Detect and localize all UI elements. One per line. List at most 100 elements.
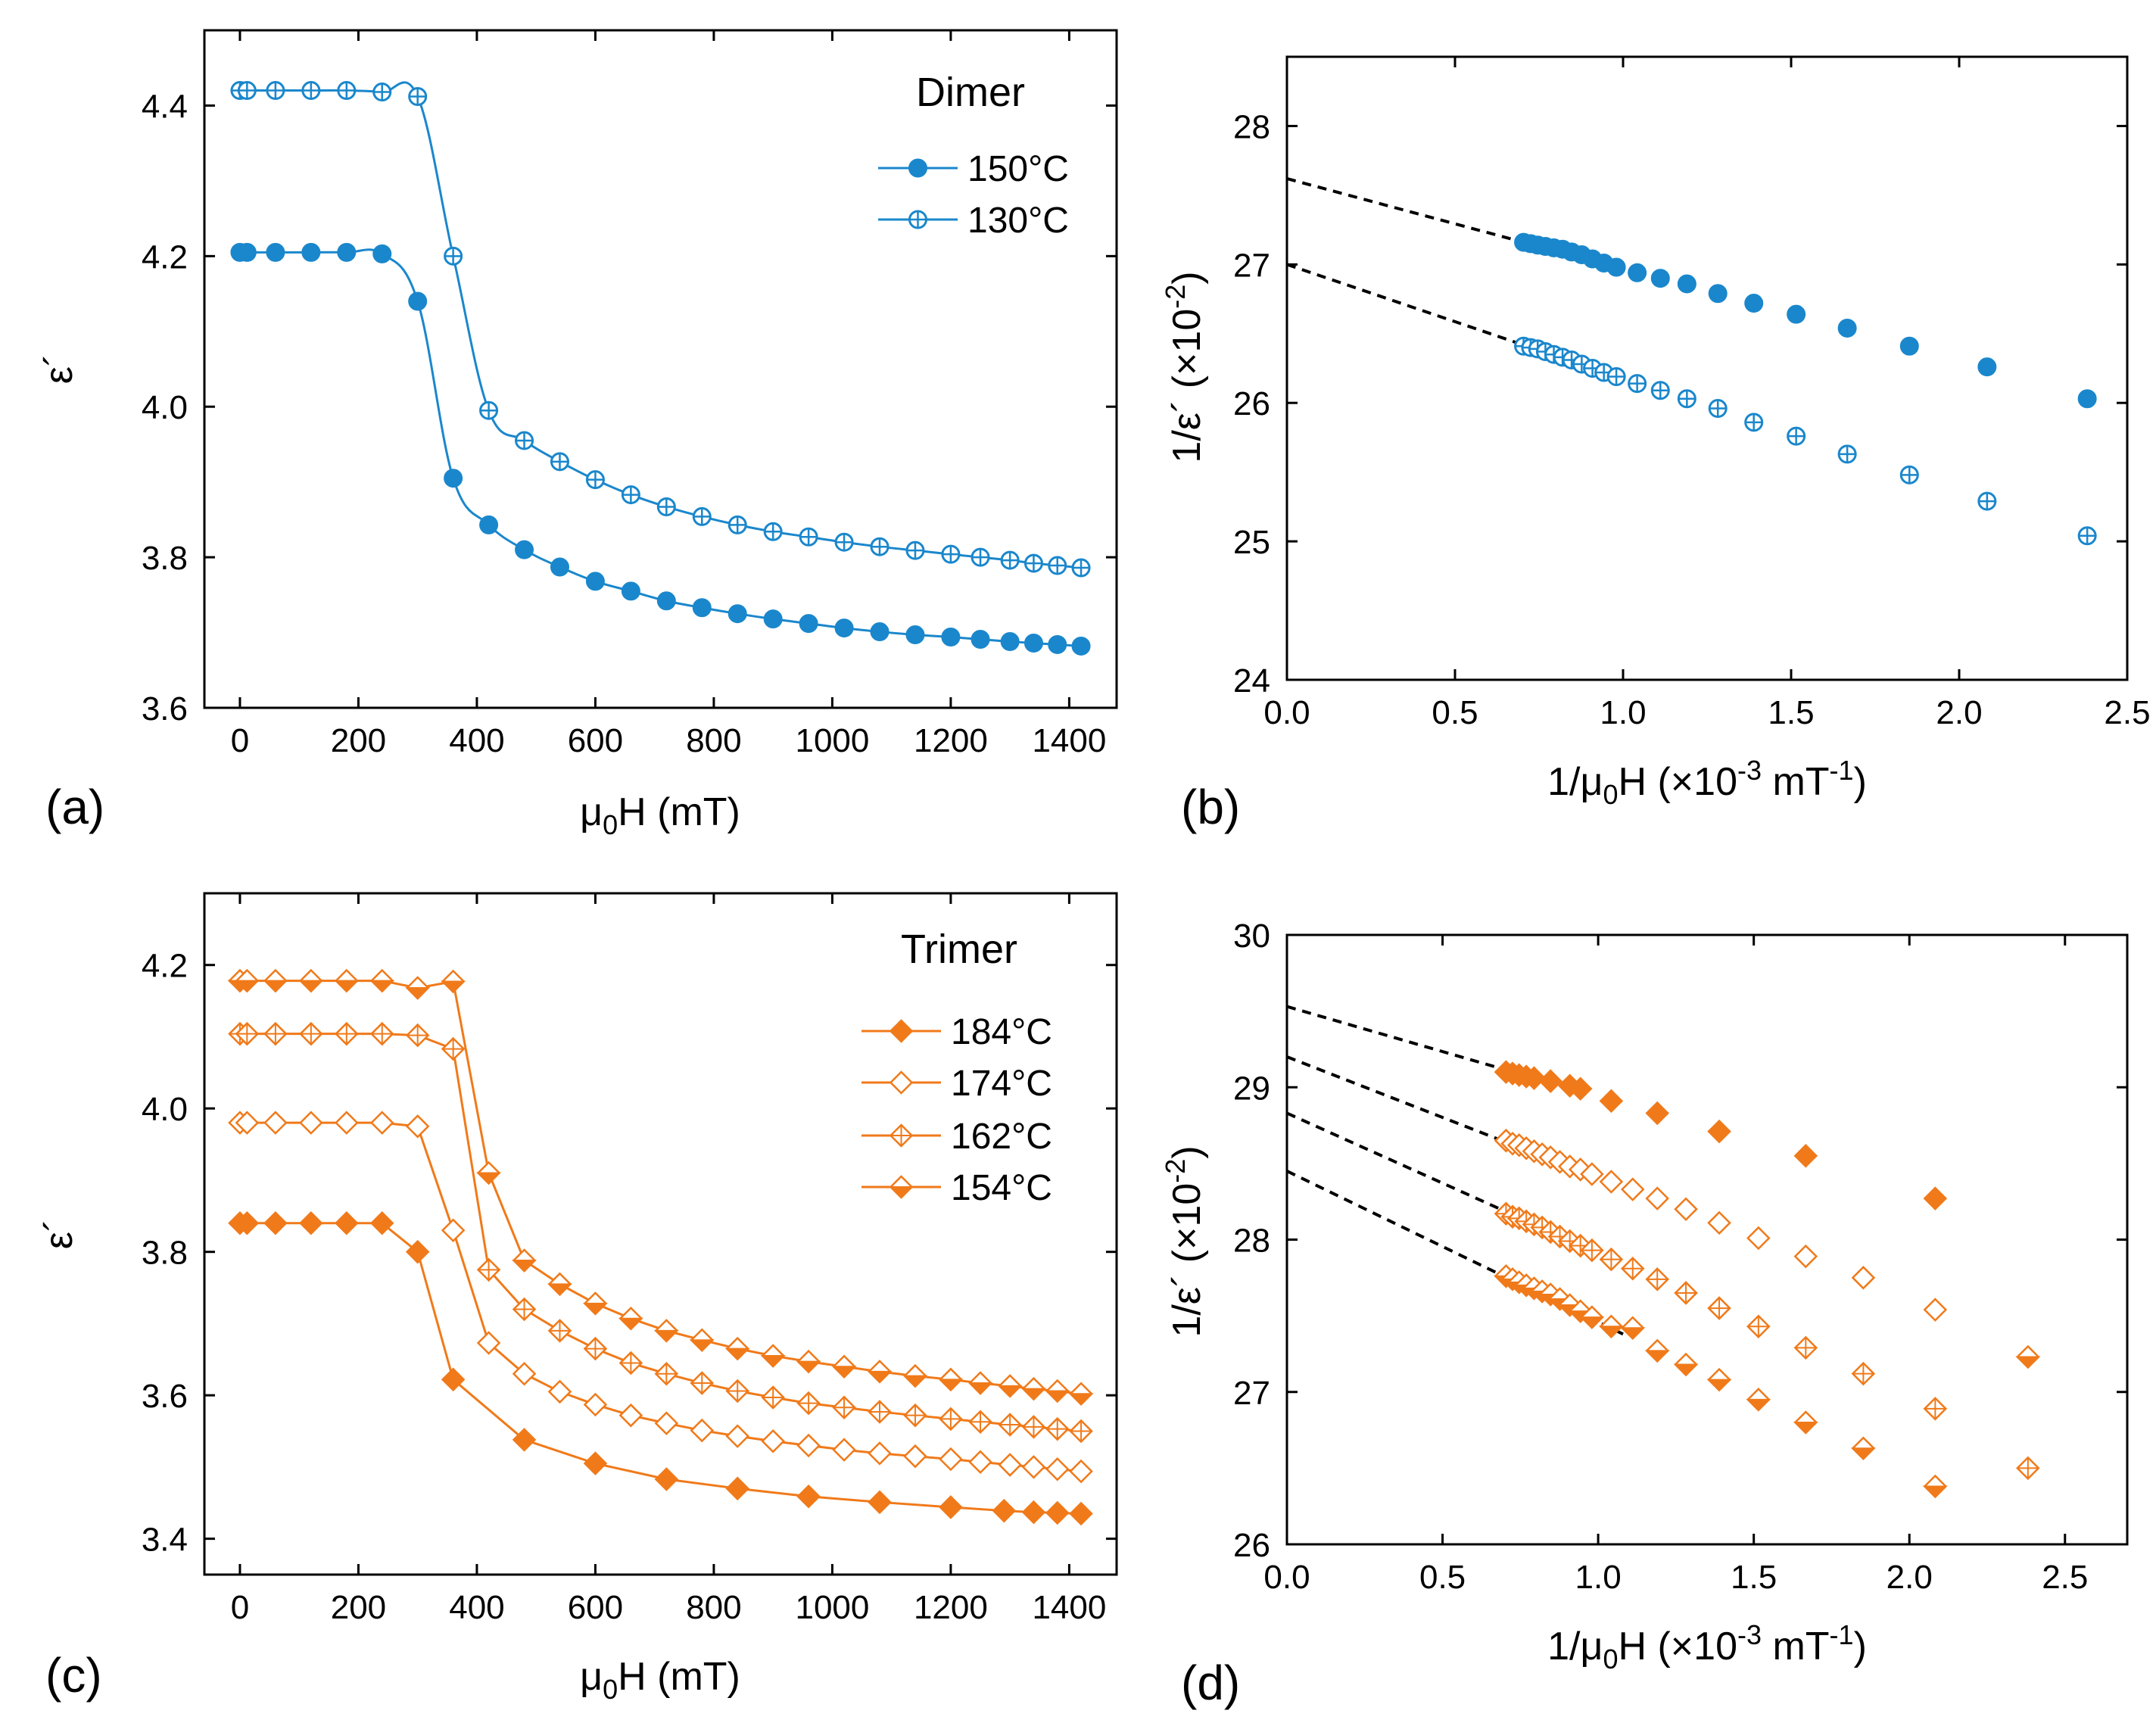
x-axis-label-part: ) [1854, 1625, 1867, 1668]
data-point [1068, 1382, 1094, 1407]
data-point [335, 1111, 359, 1135]
data-point [724, 1336, 750, 1361]
data-point [1048, 634, 1067, 654]
data-point [799, 614, 818, 634]
panel-label: (a) [45, 780, 104, 834]
data-point [1746, 1388, 1771, 1412]
data-point [512, 1361, 537, 1386]
data-point [1744, 413, 1764, 432]
y-axis-label: 1/ε´ (×10-2) [1160, 1145, 1209, 1337]
data-point [479, 400, 499, 420]
legend-marker [889, 1070, 914, 1095]
data-point [1746, 1226, 1771, 1251]
data-point [234, 968, 260, 993]
x-tick-label: 1200 [914, 722, 988, 759]
data-point [761, 1385, 785, 1410]
x-axis-label-part: H (mT) [618, 1655, 740, 1699]
data-point [939, 1495, 963, 1519]
data-point [941, 544, 961, 564]
data-point [334, 968, 360, 993]
y-tick-label: 4.2 [142, 238, 188, 276]
data-point [550, 452, 569, 472]
data-point [1837, 444, 1857, 464]
x-tick-label: 1000 [795, 1589, 869, 1626]
x-axis-label: μ0H (mT) [580, 790, 740, 840]
data-point [405, 1023, 430, 1048]
data-point [301, 81, 321, 101]
series-1 [228, 1111, 1093, 1484]
y-tick-label: 3.6 [142, 1378, 188, 1415]
x-tick-label: 1.5 [1731, 1559, 1777, 1596]
data-point [479, 515, 499, 534]
x-tick-label: 1000 [795, 722, 869, 759]
x-axis-label: μ0H (mT) [580, 1655, 740, 1705]
data-point [971, 630, 990, 650]
data-point [441, 969, 466, 994]
data-point [690, 1371, 715, 1395]
legend-label: 150°C [967, 149, 1069, 189]
data-point [1708, 399, 1728, 419]
data-point [905, 541, 925, 560]
y-tick-label: 4.2 [142, 948, 188, 985]
data-point [831, 1354, 857, 1379]
y-tick-label: 26 [1233, 385, 1270, 422]
data-point [441, 1218, 466, 1243]
data-point [796, 1484, 821, 1509]
fit-line [1286, 1005, 1577, 1092]
data-point [299, 1211, 323, 1235]
data-point [369, 1021, 394, 1046]
x-axis-label-part: mT [1762, 1625, 1830, 1668]
data-point [235, 1111, 260, 1135]
data-point [1851, 1266, 1876, 1290]
data-point [998, 1453, 1022, 1477]
data-point [796, 1349, 821, 1374]
data-point [1850, 1436, 1876, 1460]
data-point [1899, 465, 1919, 484]
data-point [547, 1272, 572, 1297]
data-point [656, 497, 676, 516]
x-tick-label: 1.0 [1575, 1559, 1622, 1596]
data-point [237, 81, 257, 101]
data-point [1645, 1186, 1669, 1210]
x-tick-label: 1200 [914, 1589, 988, 1626]
data-point [725, 1424, 749, 1448]
data-point [971, 547, 990, 567]
data-point [761, 1429, 785, 1453]
x-axis-label-part: -3 [1737, 1619, 1762, 1650]
data-point [1677, 389, 1696, 409]
data-point [512, 1428, 537, 1452]
data-point [725, 1476, 749, 1501]
y-tick-label: 30 [1233, 918, 1270, 955]
data-point [1045, 1500, 1070, 1525]
data-point [1599, 1170, 1624, 1194]
x-axis-label-part: μ [580, 790, 603, 834]
data-point [1021, 1455, 1046, 1479]
x-tick-label: 0.0 [1263, 694, 1310, 731]
data-point [1707, 1210, 1731, 1235]
x-tick-label: 800 [686, 1589, 741, 1626]
data-point [690, 1418, 715, 1443]
x-tick-label: 0.0 [1263, 1559, 1310, 1596]
data-point [1598, 1314, 1624, 1338]
data-point [1021, 1415, 1046, 1439]
legend-marker [889, 1019, 914, 1043]
x-axis-label-part: mT [1762, 760, 1830, 804]
legend: Dimer 150°C 130°C [878, 70, 1069, 241]
data-point [512, 1248, 537, 1273]
legend-label: 174°C [951, 1064, 1052, 1104]
data-point [763, 609, 783, 629]
data-point [1628, 374, 1647, 394]
x-axis-label-part: 0 [603, 809, 618, 840]
data-point [1707, 1119, 1731, 1144]
plot-frame [1285, 933, 2129, 1546]
data-point [235, 1211, 260, 1235]
data-point [939, 1407, 963, 1432]
data-point [405, 1239, 430, 1264]
data-point [441, 1036, 466, 1061]
data-point [1579, 1305, 1605, 1329]
x-axis-label-part: ) [1854, 760, 1867, 804]
y-axis-label-part: ) [1165, 271, 1209, 284]
data-point [1851, 1361, 1876, 1386]
data-point [618, 1307, 643, 1331]
legend-label: 130°C [967, 201, 1069, 241]
